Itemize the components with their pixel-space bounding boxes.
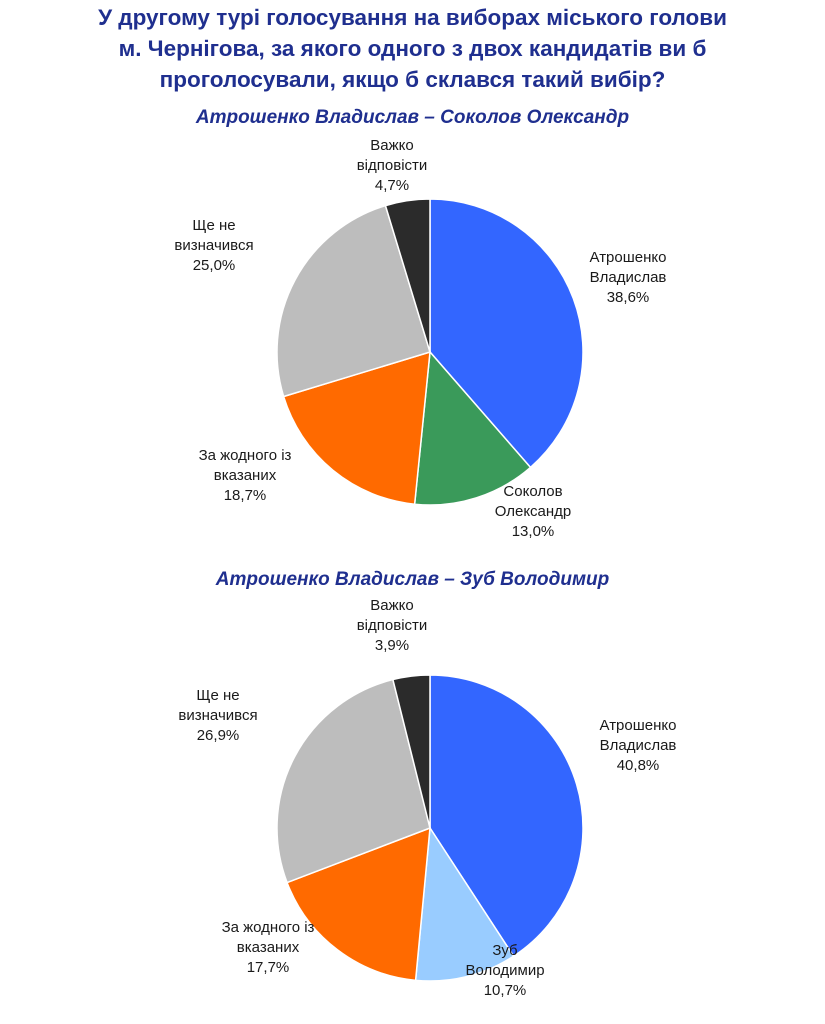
pie-slice-opponent bbox=[413, 350, 532, 506]
title-line-3: проголосували, якщо б склався такий вибі… bbox=[159, 67, 666, 92]
pie-slice-none bbox=[282, 350, 431, 506]
slice-label-hard-to-say: Важко відповісти 4,7% bbox=[357, 140, 428, 194]
slice-label-hard-to-say: Важко відповісти 3,9% bbox=[357, 600, 428, 654]
title-line-1: У другому турі голосування на виборах мі… bbox=[98, 5, 727, 30]
pie-slice-undecided bbox=[276, 204, 431, 398]
title-line-2: м. Чернігова, за якого одного з двох кан… bbox=[118, 36, 707, 61]
pie-slice-atroshenko bbox=[429, 198, 584, 469]
slice-label-undecided: Ще не визначився 25,0% bbox=[174, 217, 253, 274]
slice-label-opponent: Зуб Володимир 10,7% bbox=[465, 942, 544, 999]
pie-slice-none bbox=[286, 826, 431, 982]
pie-chart-1: Атрошенко Владислав 38,6% Соколов Олександр 1… bbox=[174, 140, 667, 540]
pie-slice-opponent bbox=[414, 825, 515, 982]
slice-label-none: За жодного із вказаних 17,7% bbox=[222, 919, 315, 976]
pie-chart-2: Атрошенко Владислав 40,8% Зуб Володимир 10,7%… bbox=[178, 600, 677, 999]
pie-slice-undecided bbox=[276, 678, 431, 884]
slice-label-opponent: Соколов Олександр 13,0% bbox=[495, 483, 572, 540]
slice-label-atroshenko: Атрошенко Владислав 38,6% bbox=[590, 249, 667, 306]
slice-label-atroshenko: Атрошенко Владислав 40,8% bbox=[600, 717, 677, 774]
page-title: У другому турі голосування на виборах мі… bbox=[0, 2, 825, 95]
chart-2-title: Атрошенко Владислав – Зуб Володимир bbox=[215, 569, 610, 590]
slice-label-undecided: Ще не визначився 26,9% bbox=[178, 687, 257, 744]
chart-1-title: Атрошенко Владислав – Соколов Олександр bbox=[195, 107, 630, 128]
pie-slice-hard-to-say bbox=[384, 198, 431, 353]
pie-slice-hard-to-say bbox=[391, 674, 431, 829]
slice-label-none: За жодного із вказаних 18,7% bbox=[199, 447, 292, 504]
